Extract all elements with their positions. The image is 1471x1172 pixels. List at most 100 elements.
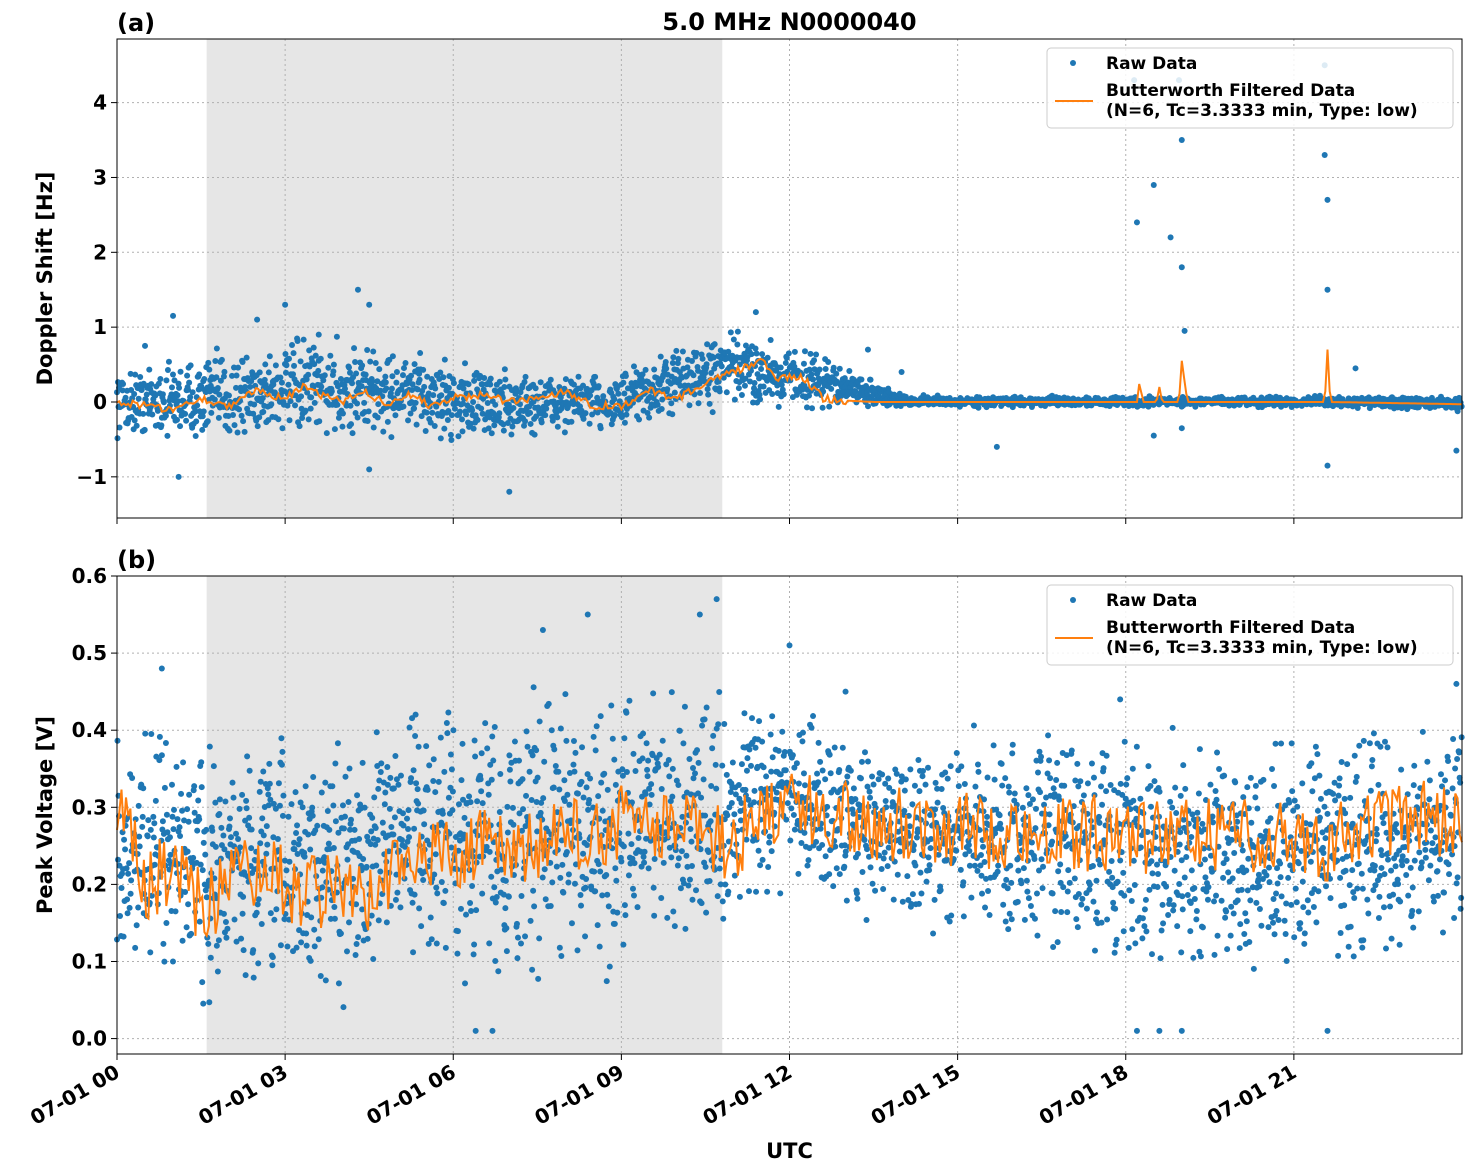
raw-data-point [919, 773, 926, 780]
raw-data-point [543, 405, 550, 412]
raw-data-point [817, 758, 824, 765]
raw-data-point [178, 790, 185, 797]
raw-data-point [1193, 907, 1200, 914]
raw-data-point [1003, 876, 1010, 883]
raw-data-point [783, 816, 790, 823]
raw-data-point [650, 690, 657, 697]
raw-data-point [177, 833, 184, 840]
raw-data-point [599, 807, 606, 814]
raw-data-point [247, 383, 254, 390]
raw-data-point [292, 789, 299, 796]
raw-data-point [1154, 884, 1161, 891]
raw-data-point [202, 851, 209, 858]
raw-data-point [664, 386, 671, 393]
raw-data-point [758, 365, 765, 372]
raw-data-point [216, 811, 223, 818]
raw-data-point [449, 807, 456, 814]
raw-data-point [673, 347, 680, 354]
raw-data-point [432, 851, 439, 858]
raw-data-point [303, 942, 310, 949]
raw-data-point [695, 759, 702, 766]
raw-data-point [268, 401, 275, 408]
raw-data-point [348, 816, 355, 823]
raw-data-point [975, 768, 982, 775]
raw-data-point [863, 916, 870, 923]
raw-data-point [1178, 949, 1185, 956]
raw-data-point [1024, 888, 1031, 895]
raw-data-point [934, 799, 941, 806]
raw-data-point [791, 826, 798, 833]
raw-data-point [716, 865, 723, 872]
raw-data-point [1021, 916, 1028, 923]
raw-data-point [641, 848, 648, 855]
raw-data-point [449, 390, 456, 397]
raw-data-point [630, 363, 637, 370]
raw-data-point [1040, 863, 1047, 870]
raw-data-point [688, 862, 695, 869]
raw-data-point [142, 730, 149, 737]
raw-data-point [128, 877, 135, 884]
raw-data-point [492, 899, 499, 906]
raw-data-point [641, 859, 648, 866]
raw-data-point [354, 286, 361, 293]
raw-data-point [1180, 816, 1187, 823]
raw-data-point [822, 365, 829, 372]
raw-data-point [563, 737, 570, 744]
raw-data-point [518, 940, 525, 947]
raw-data-point [533, 747, 540, 754]
raw-data-point [995, 862, 1002, 869]
raw-data-point [636, 416, 643, 423]
raw-data-point [199, 413, 206, 420]
raw-data-point [1188, 833, 1195, 840]
raw-data-point [359, 362, 366, 369]
raw-data-point [176, 824, 183, 831]
raw-data-point [1037, 789, 1044, 796]
raw-data-point [773, 789, 780, 796]
raw-data-point [420, 807, 427, 814]
raw-data-point [421, 383, 428, 390]
raw-data-point [410, 949, 417, 956]
raw-data-point [983, 404, 990, 411]
raw-data-point [521, 422, 528, 429]
raw-data-point [486, 848, 493, 855]
raw-data-point [898, 369, 905, 376]
raw-data-point [791, 363, 798, 370]
raw-data-point [884, 863, 891, 870]
raw-data-point [692, 770, 699, 777]
raw-data-point [822, 776, 829, 783]
raw-data-point [120, 933, 127, 940]
raw-data-point [225, 392, 232, 399]
raw-data-point [1120, 869, 1127, 876]
raw-data-point [668, 400, 675, 407]
raw-data-point [1004, 885, 1011, 892]
raw-data-point [864, 346, 871, 353]
raw-data-point [745, 888, 752, 895]
raw-data-point [390, 831, 397, 838]
raw-data-point [510, 821, 517, 828]
raw-data-point [380, 428, 387, 435]
raw-data-point [239, 791, 246, 798]
raw-data-point [972, 783, 979, 790]
raw-data-point [206, 999, 213, 1006]
raw-data-point [1052, 908, 1059, 915]
raw-data-point [346, 364, 353, 371]
raw-data-point [438, 878, 445, 885]
raw-data-point [1207, 781, 1214, 788]
raw-data-point [596, 943, 603, 950]
raw-data-point [488, 776, 495, 783]
raw-data-point [503, 925, 510, 932]
raw-data-point [241, 428, 248, 435]
raw-data-point [339, 410, 346, 417]
raw-data-point [460, 385, 467, 392]
raw-data-point [1034, 932, 1041, 939]
raw-data-point [731, 396, 738, 403]
raw-data-point [262, 361, 269, 368]
raw-data-point [1214, 932, 1221, 939]
raw-data-point [686, 755, 693, 762]
raw-data-point [267, 910, 274, 917]
raw-data-point [187, 362, 194, 369]
raw-data-point [161, 784, 168, 791]
raw-data-point [852, 388, 859, 395]
raw-data-point [278, 761, 285, 768]
raw-data-point [1169, 804, 1176, 811]
